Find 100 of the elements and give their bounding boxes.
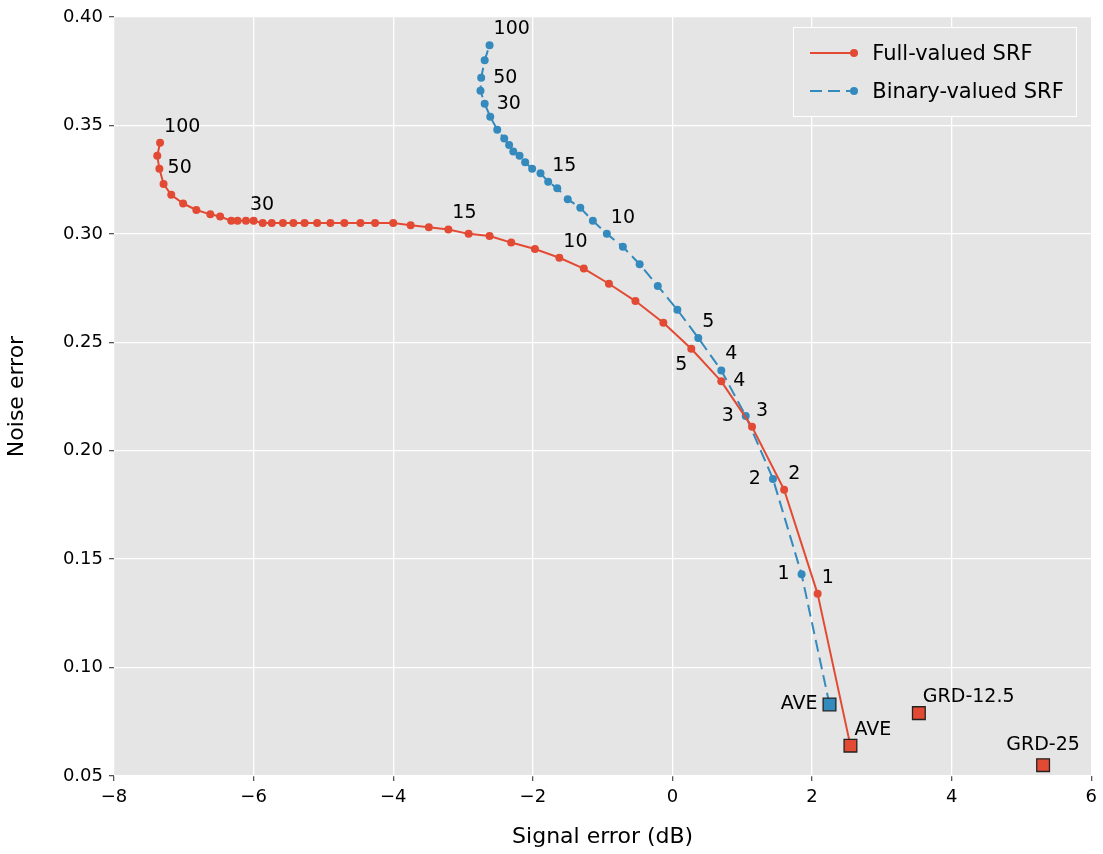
y-tick-label: 0.35: [62, 113, 103, 135]
annotation: 15: [452, 200, 477, 223]
point: [216, 212, 225, 221]
x-tick-label: 6: [1085, 785, 1097, 807]
point: [389, 219, 398, 228]
annotation: 10: [610, 204, 636, 227]
point: [500, 134, 509, 143]
annotation: 4: [733, 368, 746, 391]
x-tick-label: −6: [240, 785, 267, 807]
point: [694, 333, 703, 342]
point: [278, 219, 287, 228]
point: [1036, 758, 1051, 773]
annotation: 30: [249, 191, 275, 214]
point: [813, 589, 822, 598]
point: [179, 199, 188, 208]
point: [659, 318, 668, 327]
point: [159, 179, 168, 188]
point: [631, 297, 640, 306]
y-tick-label: 0.25: [62, 329, 103, 351]
point: [673, 305, 682, 314]
annotation: 100: [164, 113, 201, 136]
point: [687, 344, 696, 353]
point: [911, 706, 926, 721]
x-tick-label: 4: [945, 785, 958, 807]
point: [267, 219, 276, 228]
point: [258, 219, 267, 228]
annotation: 15: [552, 152, 577, 175]
point: [476, 86, 485, 95]
point: [493, 125, 502, 134]
point: [371, 219, 380, 228]
point: [406, 221, 415, 230]
point: [485, 41, 494, 50]
annotation: 50: [167, 154, 192, 177]
point: [153, 151, 162, 160]
point: [576, 203, 585, 212]
annotation: AVE: [780, 691, 818, 714]
point: [480, 56, 489, 65]
point: [241, 216, 250, 225]
y-tick-label: 0.40: [62, 4, 103, 26]
annotation: 3: [721, 402, 734, 425]
point: [604, 279, 613, 288]
point: [156, 138, 165, 147]
point: [313, 219, 322, 228]
point: [717, 377, 726, 386]
annotation: 100: [493, 16, 530, 39]
annotation: 2: [748, 465, 761, 488]
point: [780, 485, 789, 494]
point: [515, 151, 524, 160]
point: [579, 264, 588, 273]
point: [563, 195, 572, 204]
point: [486, 112, 495, 121]
legend-label: Full-valued SRF: [872, 41, 1033, 65]
annotation: 4: [725, 341, 738, 364]
annotation: 2: [788, 460, 801, 483]
point: [249, 216, 258, 225]
annotation: 1: [777, 561, 790, 584]
annotation: 3: [756, 397, 769, 420]
annotation: 50: [493, 64, 518, 87]
point: [588, 216, 597, 225]
point: [227, 216, 236, 225]
point: [167, 190, 176, 199]
point: [480, 99, 489, 108]
point: [444, 225, 453, 234]
y-tick-label: 0.10: [62, 655, 103, 677]
point: [485, 232, 494, 241]
annotation: 5: [702, 308, 715, 331]
x-tick-label: 2: [806, 785, 818, 807]
point: [155, 164, 164, 173]
annotation: GRD-25: [1006, 732, 1080, 755]
point: [717, 366, 726, 375]
point: [748, 422, 757, 431]
point: [192, 206, 201, 214]
point: [528, 164, 537, 173]
point: [530, 245, 539, 254]
y-tick-label: 0.05: [62, 763, 103, 785]
point: [602, 229, 611, 238]
y-axis-title: Noise error: [2, 334, 28, 458]
point: [424, 223, 433, 232]
legend-label: Binary-valued SRF: [872, 79, 1064, 103]
point: [768, 474, 777, 483]
y-tick-label: 0.15: [62, 546, 103, 568]
point: [507, 238, 516, 247]
point: [635, 260, 644, 269]
point: [356, 219, 365, 228]
point: [553, 184, 562, 193]
y-tick-label: 0.20: [62, 438, 103, 460]
point: [477, 73, 486, 82]
point: [233, 216, 242, 225]
point: [521, 158, 530, 167]
point: [797, 570, 806, 579]
annotation: AVE: [854, 716, 892, 739]
y-tick-label: 0.30: [62, 221, 103, 243]
annotation: GRD-12.5: [922, 684, 1015, 707]
point: [289, 219, 298, 228]
point: [653, 281, 662, 290]
point: [464, 229, 473, 238]
annotation: 5: [675, 351, 688, 374]
point: [300, 219, 309, 228]
point: [206, 210, 215, 219]
point: [340, 219, 349, 228]
